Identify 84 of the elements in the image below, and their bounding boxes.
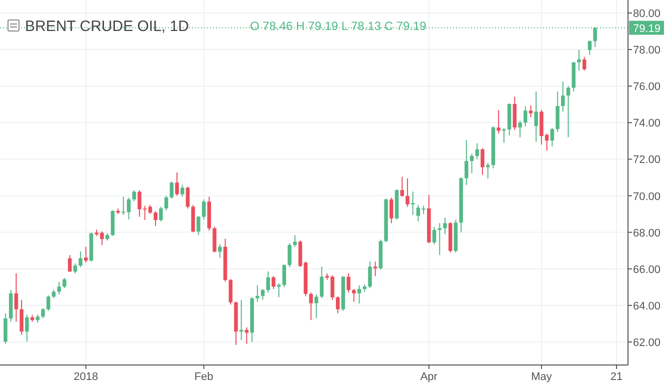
candlestick bbox=[556, 91, 560, 132]
candlestick bbox=[218, 244, 222, 258]
candlestick bbox=[410, 191, 415, 216]
candlestick bbox=[566, 86, 570, 138]
candlestick bbox=[73, 262, 78, 274]
y-tick-label: 74.00 bbox=[633, 118, 661, 130]
candlestick bbox=[159, 206, 163, 222]
y-tick-label: 76.00 bbox=[633, 81, 661, 94]
candlestick bbox=[20, 299, 24, 336]
candlestick bbox=[212, 226, 216, 253]
candlestick bbox=[78, 250, 82, 268]
candlestick bbox=[288, 242, 292, 268]
candlestick bbox=[518, 120, 522, 138]
ref-line-label: 79.19 bbox=[633, 22, 661, 35]
y-tick-label: 78.00 bbox=[633, 44, 661, 57]
candlestick bbox=[352, 288, 356, 302]
candlestick bbox=[132, 190, 136, 202]
candlestick bbox=[314, 294, 318, 319]
x-tick-label: Apr bbox=[420, 371, 438, 383]
candlestick bbox=[41, 308, 45, 319]
candlestick bbox=[170, 180, 174, 199]
candlestick bbox=[272, 276, 276, 290]
candlestick bbox=[175, 172, 179, 196]
candlestick bbox=[432, 226, 436, 245]
candlestick bbox=[512, 96, 517, 130]
candlestick bbox=[260, 288, 265, 300]
x-tick-label: 21 bbox=[610, 371, 623, 383]
candlestick bbox=[368, 261, 372, 289]
candlestick bbox=[336, 296, 340, 314]
y-tick-label: 64.00 bbox=[633, 300, 661, 312]
candlestick bbox=[164, 195, 168, 211]
candlestick bbox=[256, 284, 260, 302]
candlestick bbox=[373, 261, 378, 277]
candlestick bbox=[577, 49, 581, 72]
candlestick bbox=[186, 186, 190, 210]
candlestick bbox=[46, 294, 50, 312]
candlestick bbox=[25, 314, 29, 342]
candlestick bbox=[148, 204, 152, 215]
text: BRENT CRUDE OIL, 1D bbox=[25, 18, 190, 35]
candlestick bbox=[320, 266, 324, 299]
candlestick bbox=[68, 254, 72, 272]
y-tick-label: 66.00 bbox=[633, 264, 661, 276]
candlestick bbox=[524, 106, 528, 127]
candlestick bbox=[528, 104, 533, 118]
x-tick-label: 2018 bbox=[74, 371, 98, 383]
candlestick bbox=[196, 215, 200, 236]
y-tick-label: 80.00 bbox=[633, 8, 661, 20]
candlestick bbox=[496, 110, 500, 134]
candlestick bbox=[57, 281, 61, 295]
x-tick-label: May bbox=[531, 371, 552, 383]
candlestick bbox=[84, 246, 88, 263]
candlestick bbox=[390, 197, 394, 224]
candlestick bbox=[154, 210, 158, 226]
candlestick bbox=[228, 278, 232, 305]
candlestick bbox=[282, 264, 286, 288]
x-tick-label: Feb bbox=[194, 371, 214, 383]
candlestick bbox=[14, 272, 18, 322]
candlestick bbox=[443, 217, 447, 235]
candlestick bbox=[588, 40, 592, 56]
candlestick bbox=[293, 234, 297, 248]
y-tick-label: 68.00 bbox=[633, 227, 661, 240]
candlestick bbox=[266, 270, 270, 294]
candlestick bbox=[561, 81, 565, 112]
candlestick bbox=[550, 128, 554, 147]
candlestick bbox=[534, 91, 538, 142]
y-tick-label: 62.00 bbox=[633, 336, 661, 349]
candlestick bbox=[480, 148, 484, 176]
candlestick bbox=[309, 292, 313, 321]
candlestick bbox=[4, 312, 8, 344]
candlestick bbox=[464, 140, 468, 186]
candlestick bbox=[62, 278, 66, 289]
candlestick bbox=[180, 184, 184, 198]
candlestick bbox=[486, 162, 490, 179]
y-tick-label: 70.00 bbox=[633, 190, 661, 203]
candlestick bbox=[406, 178, 410, 208]
candlestick bbox=[346, 272, 350, 294]
candlestick bbox=[475, 142, 480, 160]
candlestick bbox=[202, 198, 206, 220]
candlestick bbox=[400, 176, 404, 198]
annotation: O 78.46 H 79.19 L 78.13 C 79.19 bbox=[250, 19, 427, 33]
candlestick bbox=[357, 284, 362, 304]
candlestick bbox=[582, 56, 586, 72]
y-tick-label: 72.00 bbox=[633, 154, 661, 166]
candlestick bbox=[470, 153, 474, 174]
